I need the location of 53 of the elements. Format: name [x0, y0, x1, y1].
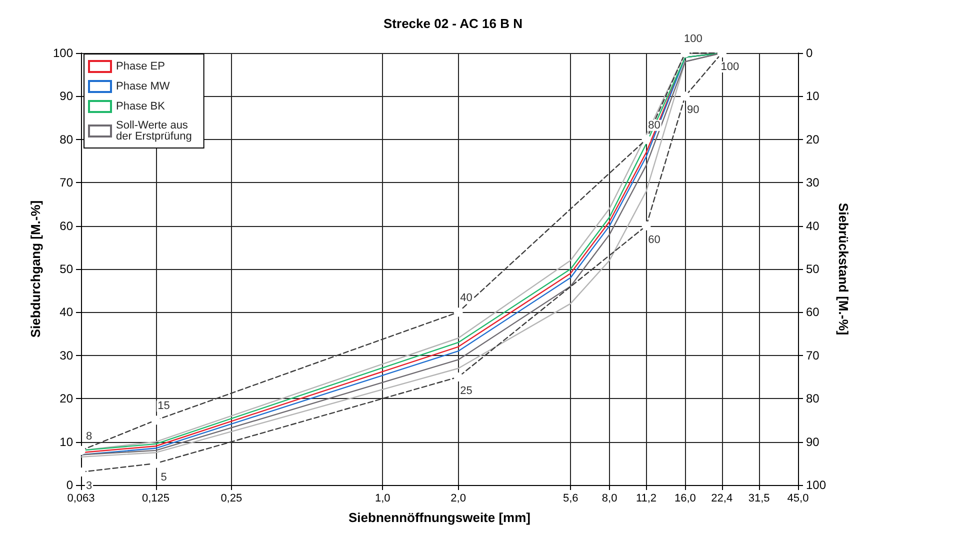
y-tick-label: 100: [52, 46, 74, 60]
y-tick-label: 40: [60, 305, 74, 320]
x-axis-title: Siebnennöffnungsweite [mm]: [348, 510, 530, 525]
x-tick-label: 0,25: [220, 492, 242, 504]
x-tick-label: 16,0: [674, 492, 696, 504]
y2-tick-label: 100: [806, 478, 826, 492]
legend-label: Phase BK: [116, 100, 166, 112]
x-tick-label: 0,063: [67, 492, 95, 504]
y-tick-label: 70: [60, 176, 74, 190]
y2-tick-label: 30: [806, 176, 820, 190]
legend-label: Phase EP: [116, 60, 165, 72]
y-tick-label: 10: [60, 434, 74, 449]
x-tick-label: 1,0: [375, 492, 390, 504]
y2-tick-label: 10: [806, 89, 820, 104]
y-tick-label: 90: [60, 89, 74, 104]
data-label: 80: [648, 119, 660, 132]
x-tick-label: 5,6: [562, 492, 578, 504]
data-label: 3: [86, 480, 92, 492]
y2-tick-label: 50: [806, 262, 820, 276]
y2-tick-label: 60: [806, 305, 820, 320]
legend-label: Phase MW: [116, 80, 170, 92]
y-tick-label: 60: [60, 218, 74, 233]
y2-tick-label: 80: [806, 392, 820, 406]
data-label: 15: [158, 400, 170, 412]
data-label: 40: [460, 292, 472, 304]
data-label: 90: [687, 104, 700, 116]
y-tick-label: 80: [60, 132, 74, 146]
x-tick-label: 11,2: [636, 492, 657, 504]
x-tick-label: 45,0: [787, 492, 809, 504]
x-tick-label: 31,5: [748, 492, 770, 504]
legend-label: Soll-Werte aus der Erstprüfung: [116, 120, 192, 142]
y-tick-label: 30: [60, 348, 74, 362]
y2-tick-label: 20: [806, 132, 820, 146]
data-label: 8: [86, 430, 92, 442]
chart-title: Strecke 02 - AC 16 B N: [384, 16, 522, 31]
y2-tick-label: 90: [806, 434, 820, 449]
x-tick-label: 2,0: [450, 492, 466, 504]
x-tick-label: 0,125: [142, 492, 170, 504]
y2-tick-label: 40: [806, 218, 820, 233]
y-tick-label: 20: [60, 392, 74, 406]
data-label: 5: [160, 471, 167, 484]
y2-tick-label: 70: [806, 348, 820, 362]
data-label: 100: [684, 33, 702, 45]
data-label: 25: [460, 385, 472, 397]
x-tick-label: 8,0: [602, 492, 618, 504]
y2-tick-label: 0: [806, 46, 813, 60]
data-label: 100: [720, 61, 740, 73]
y-axis-title: Siebdurchgang [M.-%]: [28, 200, 44, 338]
y2-axis-title: Siebrückstand [M.-%]: [836, 202, 851, 336]
data-label: 60: [648, 234, 660, 246]
y-tick-label: 0: [66, 478, 74, 492]
y-tick-label: 50: [60, 262, 74, 276]
x-tick-label: 22,4: [711, 492, 733, 504]
